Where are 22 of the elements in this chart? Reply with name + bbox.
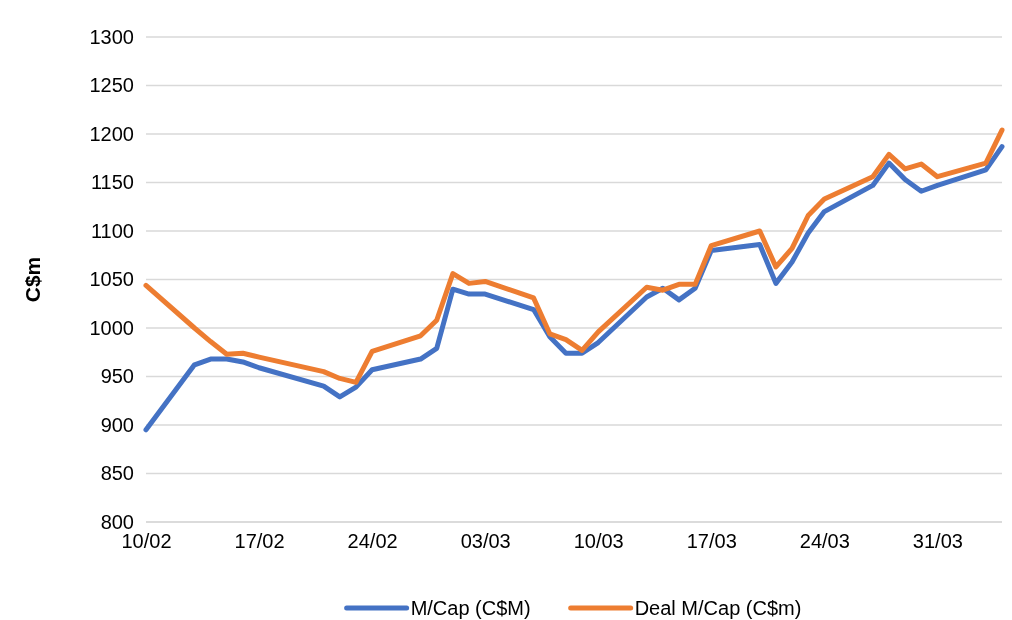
- x-tick-label: 31/03: [912, 530, 963, 553]
- x-tick-label: 10/02: [121, 530, 172, 553]
- legend-label: M/Cap (C$M): [410, 597, 531, 619]
- x-tick-label: 24/03: [799, 530, 850, 553]
- y-tick-label: 900: [100, 413, 134, 436]
- x-tick-label: 17/03: [686, 530, 737, 553]
- y-tick-label: 1050: [89, 268, 134, 291]
- y-tick-label: 1300: [89, 25, 134, 48]
- y-axis-title: C$m: [21, 256, 44, 303]
- x-tick-label: 24/02: [347, 530, 398, 553]
- x-tick-label: 10/03: [573, 530, 624, 553]
- y-tick-label: 1200: [89, 122, 134, 145]
- x-tick-label: 17/02: [234, 530, 285, 553]
- legend-label: Deal M/Cap (C$m): [634, 597, 802, 619]
- y-tick-label: 800: [100, 510, 134, 533]
- y-tick-label: 1150: [90, 171, 134, 194]
- y-tick-label: 850: [100, 462, 134, 485]
- y-tick-label: 1250: [89, 74, 134, 97]
- y-tick-label: 1000: [89, 316, 134, 339]
- y-tick-label: 950: [100, 365, 134, 388]
- y-tick-label: 1100: [90, 219, 134, 242]
- x-tick-label: 03/03: [460, 530, 511, 553]
